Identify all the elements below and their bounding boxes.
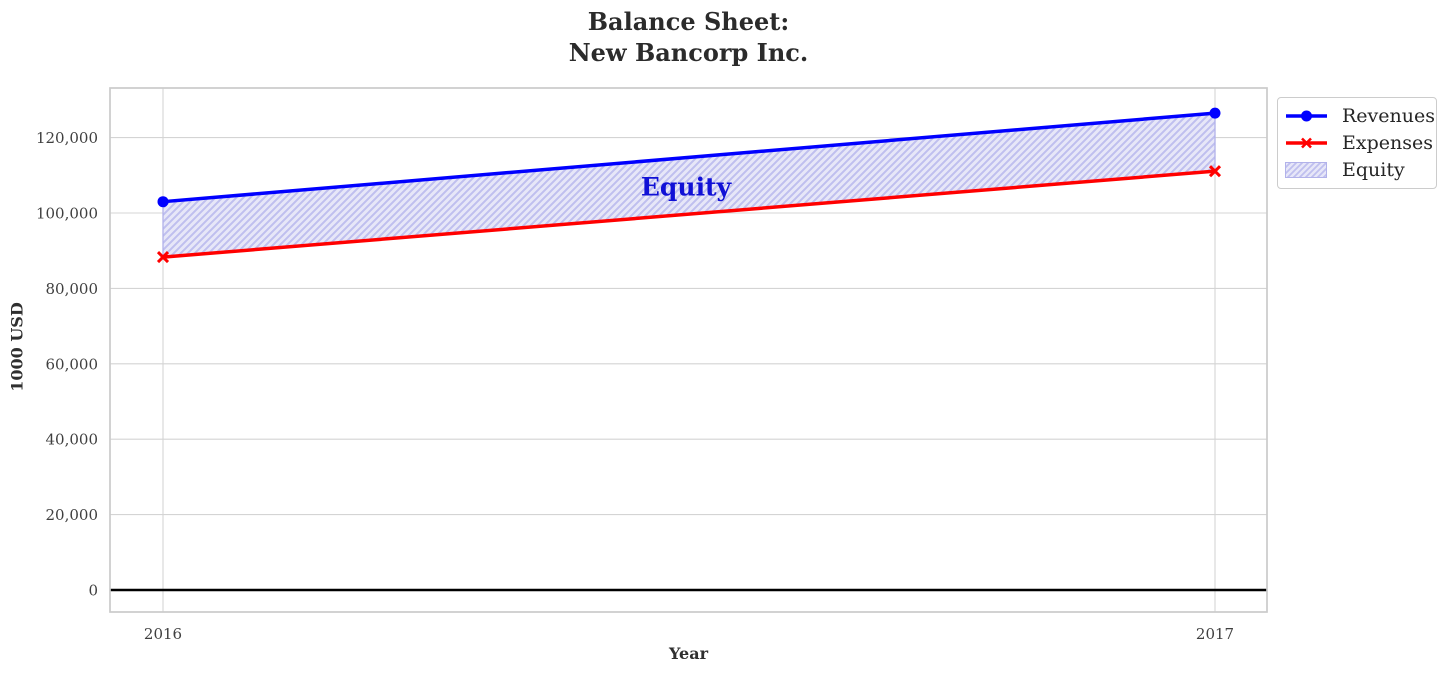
svg-text:60,000: 60,000: [46, 355, 99, 373]
legend-item-equity: Equity: [1285, 156, 1428, 183]
x-axis-label: Year: [668, 644, 708, 663]
legend-label-revenues: Revenues: [1342, 105, 1435, 128]
legend-item-revenues: Revenues: [1285, 103, 1435, 130]
svg-text:0: 0: [88, 582, 98, 600]
chart-legend: Revenues Expenses: [1277, 97, 1437, 189]
legend-item-expenses: Expenses: [1285, 130, 1433, 157]
svg-text:120,000: 120,000: [36, 129, 98, 147]
legend-label-equity: Equity: [1342, 158, 1405, 181]
svg-text:80,000: 80,000: [46, 280, 99, 298]
expenses-line-icon: [1286, 137, 1327, 149]
equity-area-annotation: Equity: [640, 172, 732, 202]
chart-title: Balance Sheet: New Bancorp Inc.: [110, 6, 1267, 68]
svg-text:2017: 2017: [1196, 625, 1234, 643]
svg-text:40,000: 40,000: [46, 431, 99, 449]
chart-title-line1: Balance Sheet:: [587, 7, 790, 36]
svg-text:2016: 2016: [144, 625, 182, 643]
equity-hatch-swatch-icon: [1285, 161, 1327, 178]
revenues-line-icon: [1286, 110, 1327, 122]
y-axis-label: 1000 USD: [7, 302, 27, 392]
legend-label-expenses: Expenses: [1342, 132, 1433, 154]
svg-text:100,000: 100,000: [36, 205, 98, 223]
chart-title-line2: New Bancorp Inc.: [568, 38, 809, 67]
svg-text:20,000: 20,000: [46, 506, 99, 524]
